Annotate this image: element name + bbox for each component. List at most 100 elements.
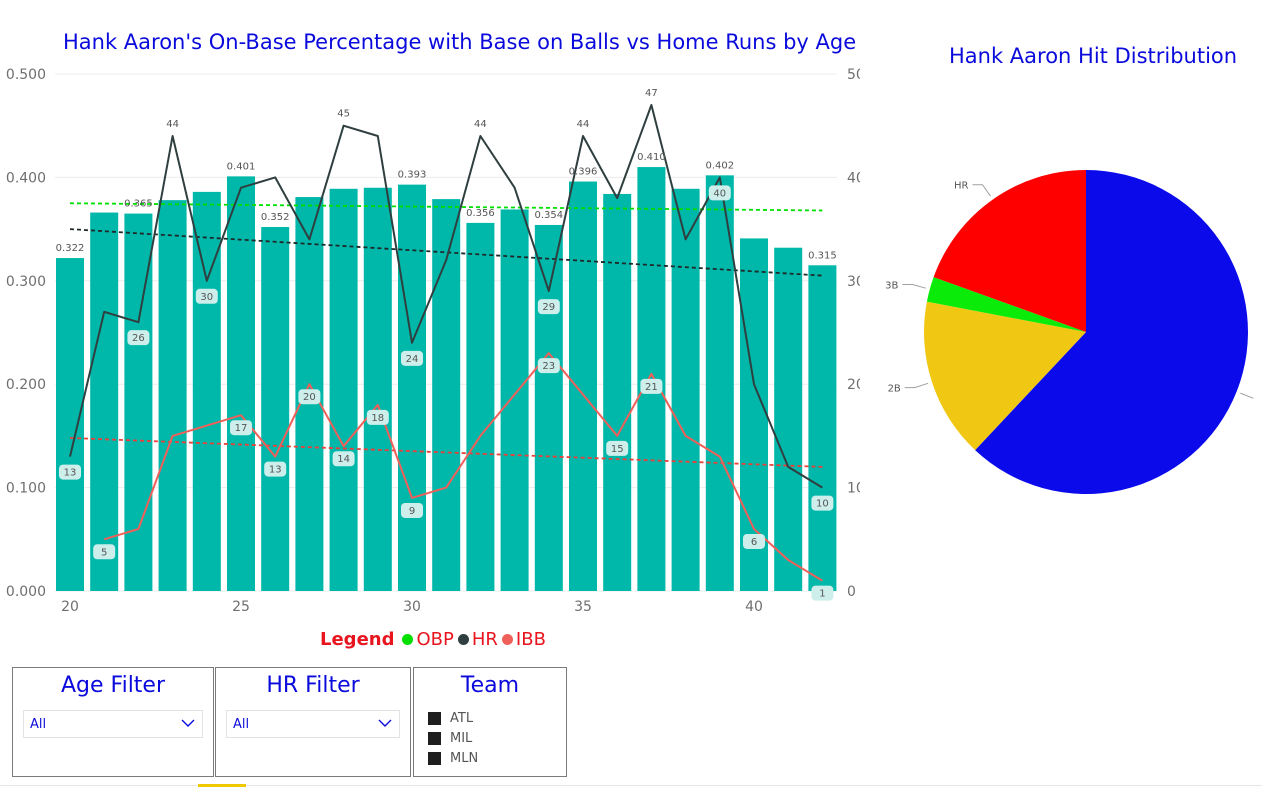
ibb-label-bg [811,585,834,601]
hr-data-label: 13 [64,468,77,479]
obp-data-label: 0.356 [466,208,495,219]
ibb-data-label: 9 [409,506,415,517]
checkbox-icon[interactable] [428,731,441,745]
obp-data-label: 0.401 [227,161,256,172]
pie-leader-line [972,184,991,197]
hr-label-bg [708,185,731,201]
obp-data-label: 0.365 [124,199,153,210]
hr-data-label: 24 [406,354,419,365]
legend-title: Legend [320,629,395,650]
team-options: ATL MIL MLN [428,708,478,768]
ibb-label-bg [743,533,765,549]
age-filter-slicer: Age Filter All [12,667,214,777]
ibb-label-bg [298,389,321,405]
hr-label-bg [401,350,423,366]
team-option-mln[interactable]: MLN [428,748,478,768]
y-left-tick-label: 0.000 [6,584,46,600]
team-option-mil[interactable]: MIL [428,728,478,748]
obp-bar [398,184,426,591]
team-option-atl[interactable]: ATL [428,708,478,728]
y-right-tick-label: 40 [847,170,860,186]
obp-bar [261,227,290,592]
pie-slice-label: 2B [888,384,901,395]
pie-leader-line [1240,392,1254,399]
pie-slice-hr [933,170,1086,332]
chevron-down-icon [378,719,392,727]
obp-bar [534,224,563,592]
ibb-data-label: 23 [542,361,555,372]
ibb-data-label: 18 [371,413,384,424]
legend-dot-ibb [501,634,513,645]
ibb-label-bg [640,378,663,394]
obp-bar [774,247,803,591]
legend-label-ibb: IBB [515,629,546,650]
hr-filter-title: HR Filter [266,673,360,698]
legend-label-hr: HR [471,629,498,650]
hr-data-label: 26 [132,333,145,344]
ibb-data-label: 14 [337,454,350,465]
y-left-tick-label: 0.300 [6,274,46,290]
obp-bar [740,238,768,591]
legend-item-hr[interactable]: HR [457,629,498,650]
y-left-tick-label: 0.500 [6,67,46,83]
checkbox-icon[interactable] [428,711,441,725]
x-tick-label: 35 [574,599,592,615]
legend-dot-hr [457,634,469,645]
ibb-label-bg [366,409,389,425]
active-page-tab[interactable] [198,784,246,787]
chart-legend: Legend OBP HR IBB [320,629,550,650]
obp-bar [705,175,734,591]
ibb-label-bg [264,461,287,477]
ibb-label-bg [606,440,629,456]
hr-label-bg [127,330,150,346]
y-left-tick-label: 0.400 [6,170,46,186]
hr-filter-dropdown[interactable]: All [226,710,400,738]
x-tick-label: 30 [403,599,421,615]
legend-item-obp[interactable]: OBP [402,629,454,650]
team-option-label: MLN [450,750,479,766]
hit-distribution-pie: 2B 3B HR [885,170,1254,494]
hr-data-label: 29 [542,302,555,313]
x-tick-label: 40 [745,599,763,615]
hr-data-label: 10 [816,499,829,510]
obp-bar [363,187,392,592]
ibb-label-bg [230,420,252,436]
checkbox-icon[interactable] [428,751,441,765]
age-filter-title: Age Filter [60,673,166,698]
pie-chart-title: Hank Aaron Hit Distribution [949,44,1238,68]
pie-slice-label: HR [954,181,969,192]
obp-bar [671,188,700,592]
age-filter-value: All [30,717,47,732]
obp-bar [192,191,221,591]
hr-label-bg [59,464,81,480]
obp-data-label: 0.352 [261,212,290,223]
y-left-tick-label: 0.100 [6,481,46,497]
pie-slices [924,170,1248,494]
obp-data-label: 0.393 [398,170,427,181]
y-right-tick-label: 0 [847,584,856,600]
ibb-label-bg [93,544,116,560]
obp-data-label: 0.410 [637,152,666,163]
obp-bar [466,222,495,591]
chevron-down-icon [181,719,195,727]
ibb-data-label: 13 [269,465,282,476]
x-tick-label: 20 [61,599,79,615]
ibb-data-label: 1 [819,589,825,600]
obp-bar [227,176,255,591]
obp-bar [329,188,358,592]
hr-filter-value: All [233,717,250,732]
ibb-data-label: 6 [751,537,757,548]
age-filter-dropdown[interactable]: All [23,710,203,738]
legend-item-ibb[interactable]: IBB [501,629,546,650]
line-ibb [103,352,823,582]
y-right-tick-label: 50 [847,67,860,83]
obp-bar [432,199,461,591]
ibb-data-label: 17 [235,423,248,434]
legend-dot-obp [402,634,414,645]
ibb-data-label: 5 [101,547,107,558]
pie-labels: 2B 3B HR [885,181,1254,399]
pie-slice-label: 3B [885,281,898,292]
obp-bars [56,167,837,592]
hr-filter-slicer: HR Filter All [215,667,411,777]
series-lines [69,104,823,582]
